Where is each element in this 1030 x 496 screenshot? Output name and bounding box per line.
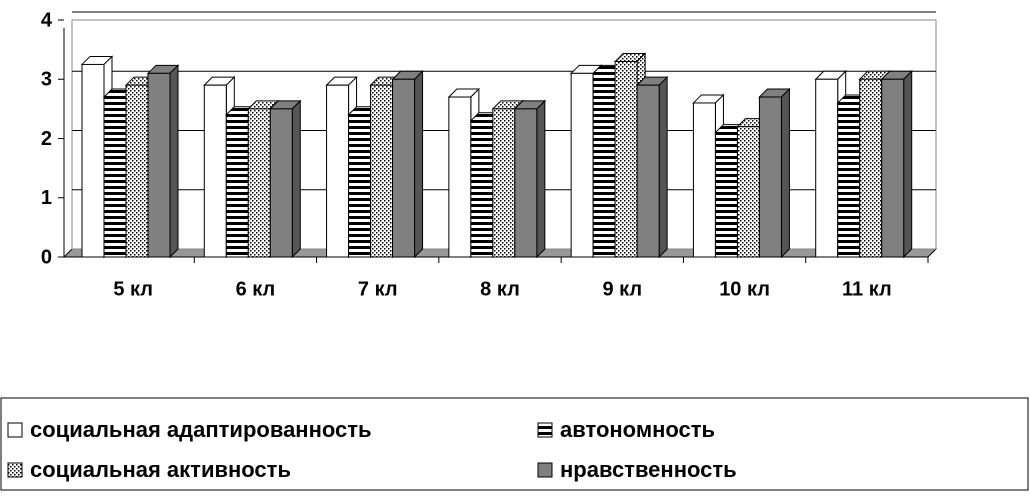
bar <box>714 132 738 258</box>
bar <box>326 84 350 258</box>
y-tick-label: 4 <box>41 9 53 31</box>
bar <box>269 108 293 258</box>
bar <box>103 96 127 258</box>
bar <box>225 114 249 258</box>
bar <box>859 78 883 258</box>
x-tick-label: 6 кл <box>236 278 276 300</box>
bar <box>247 108 271 258</box>
bar <box>147 72 171 258</box>
x-tick-label: 9 кл <box>602 278 642 300</box>
bar <box>570 72 594 258</box>
bar <box>348 114 372 258</box>
legend-swatch <box>7 422 23 438</box>
bar-side <box>903 70 913 259</box>
y-tick-label: 1 <box>41 187 52 209</box>
bar-side <box>291 99 301 259</box>
bar-side <box>169 64 179 259</box>
bar <box>514 108 538 258</box>
bar <box>692 102 716 258</box>
bar-side <box>414 70 424 259</box>
bar <box>614 60 638 258</box>
bar <box>758 96 782 258</box>
bar <box>392 78 416 258</box>
bar-side <box>658 75 668 259</box>
x-tick-label: 7 кл <box>358 278 398 300</box>
legend-swatch <box>537 462 553 478</box>
legend-box <box>0 397 1029 491</box>
bar <box>592 72 616 258</box>
bar <box>470 120 494 258</box>
bar <box>81 63 105 258</box>
bar <box>448 96 472 258</box>
bar <box>815 78 839 258</box>
bar <box>203 84 227 258</box>
legend-swatch <box>7 462 23 478</box>
bar-side <box>536 99 546 259</box>
legend-label: нравственность <box>560 457 737 482</box>
x-tick-label: 11 кл <box>842 278 892 300</box>
legend-label: социальная активность <box>30 457 291 482</box>
y-tick-label: 0 <box>41 246 52 268</box>
y-tick-label: 3 <box>41 69 52 91</box>
bar <box>736 126 760 258</box>
bar-side <box>780 87 790 259</box>
x-tick-label: 10 кл <box>719 278 770 300</box>
bar <box>370 84 394 258</box>
legend-swatch <box>537 422 553 438</box>
bar <box>881 78 905 258</box>
legend-label: социальная адаптированность <box>30 417 372 442</box>
bar <box>492 108 516 258</box>
bar <box>837 102 861 258</box>
bar <box>125 84 149 258</box>
y-tick-label: 2 <box>41 128 52 150</box>
bar <box>636 84 660 258</box>
x-tick-label: 5 кл <box>113 278 153 300</box>
legend-label: автономность <box>560 417 715 442</box>
x-tick-label: 8 кл <box>480 278 520 300</box>
